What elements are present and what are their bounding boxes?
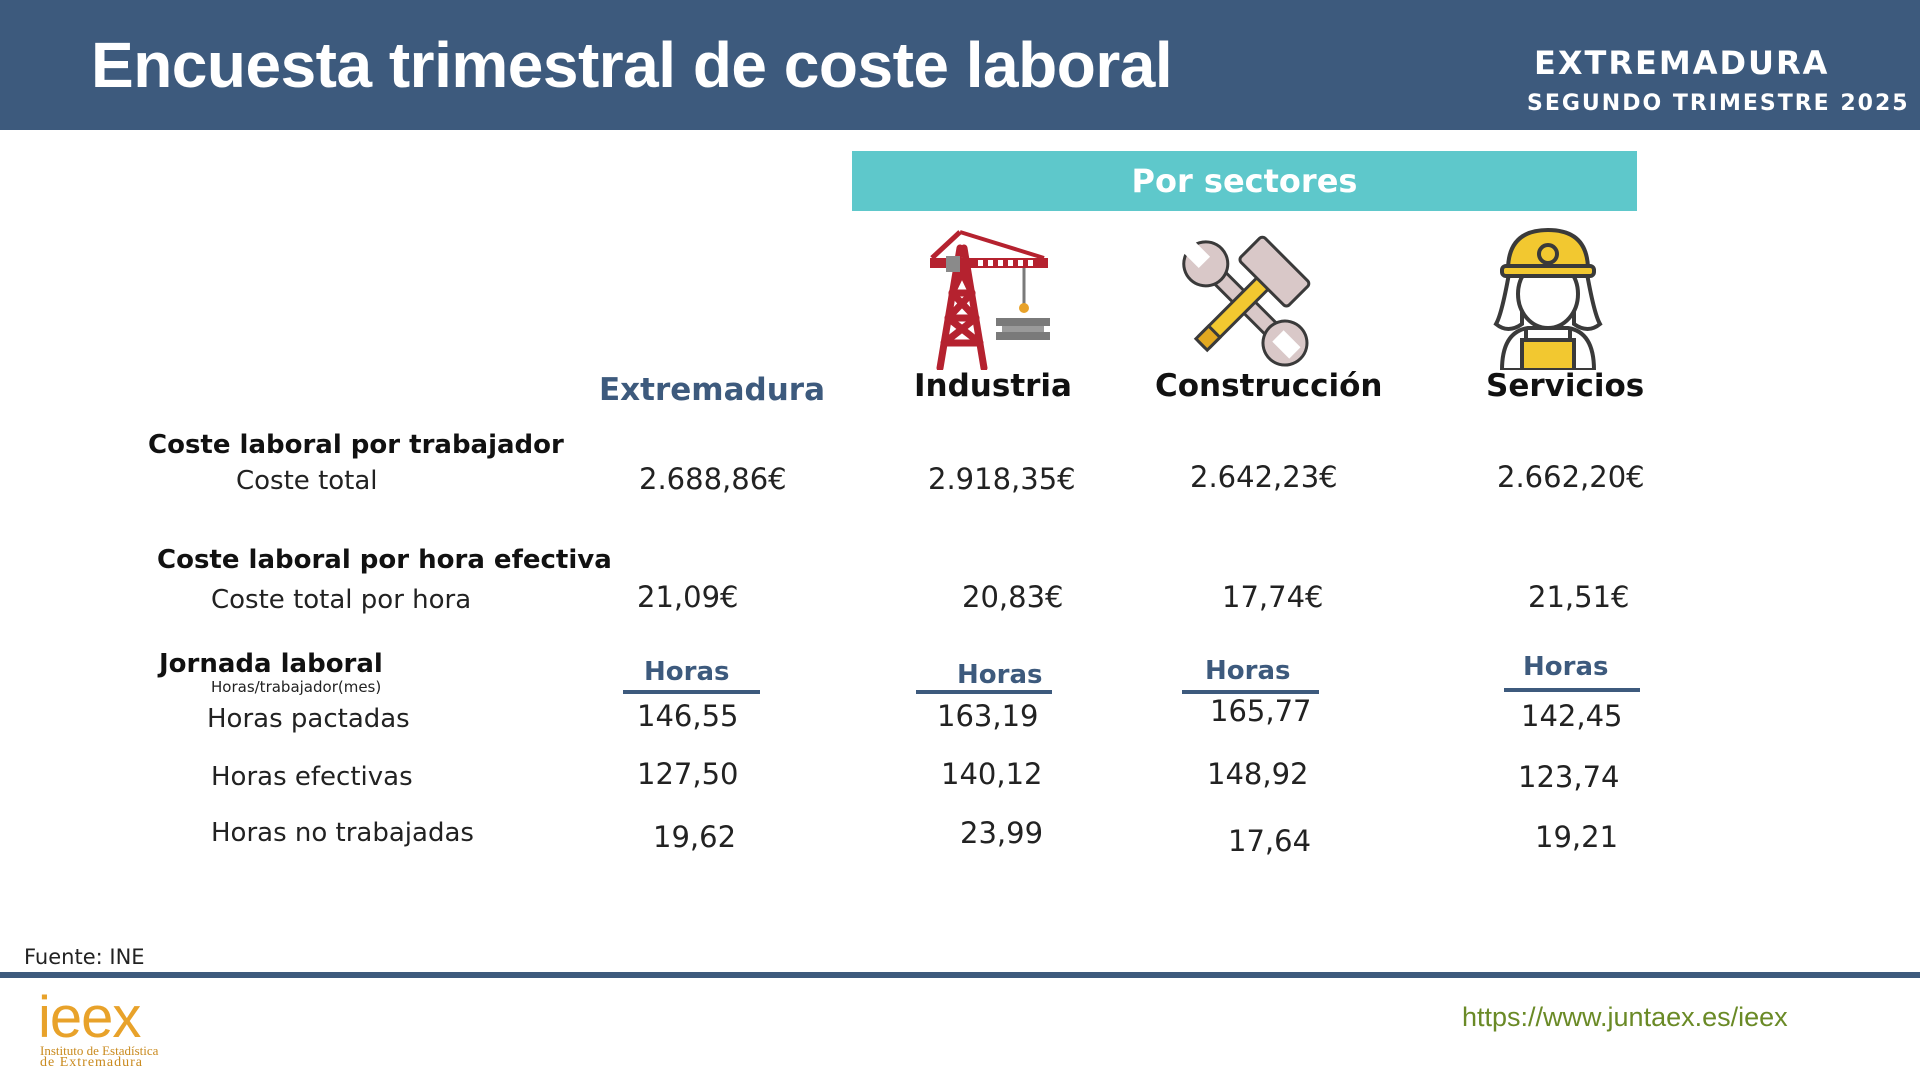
jornada-unit-note: Horas/trabajador(mes) <box>211 678 382 696</box>
value-coste-total-construccion: 2.642,23€ <box>1190 460 1338 494</box>
horas-underline-industria <box>916 690 1052 694</box>
section-title-jornada: Jornada laboral <box>159 649 383 679</box>
worker-helmet-icon <box>1493 227 1603 370</box>
section-title-coste-trabajador: Coste laboral por trabajador <box>148 430 564 460</box>
horas-underline-servicios <box>1504 688 1640 692</box>
crane-icon <box>930 230 1050 370</box>
horas-header-construccion: Horas <box>1205 656 1291 686</box>
value-efectivas-servicios: 123,74 <box>1518 760 1620 794</box>
horas-header-servicios: Horas <box>1523 652 1609 682</box>
value-no-trabajadas-servicios: 19,21 <box>1535 820 1619 854</box>
logo-subtitle-line2: de Extremadura <box>40 1055 144 1070</box>
value-pactadas-servicios: 142,45 <box>1521 699 1623 733</box>
value-pactadas-construccion: 165,77 <box>1210 694 1312 728</box>
horas-underline-extremadura <box>623 690 760 694</box>
value-no-trabajadas-industria: 23,99 <box>960 816 1044 850</box>
row-label-coste-total: Coste total <box>236 466 378 496</box>
website-link[interactable]: https://www.juntaex.es/ieex <box>1462 1002 1788 1032</box>
row-label-horas-efectivas: Horas efectivas <box>211 762 413 792</box>
horas-header-industria: Horas <box>957 660 1043 690</box>
value-efectivas-construccion: 148,92 <box>1207 757 1309 791</box>
logo-text: ieex <box>38 985 141 1050</box>
value-efectivas-extremadura: 127,50 <box>637 757 739 791</box>
column-header-servicios: Servicios <box>1486 368 1645 404</box>
value-no-trabajadas-construccion: 17,64 <box>1228 824 1312 858</box>
row-label-horas-no-trabajadas: Horas no trabajadas <box>211 818 474 848</box>
page-title: Encuesta trimestral de coste laboral <box>91 29 1173 101</box>
value-coste-total-industria: 2.918,35€ <box>928 462 1076 496</box>
horas-header-extremadura: Horas <box>644 657 730 687</box>
value-coste-hora-construccion: 17,74€ <box>1222 580 1324 614</box>
horas-underline-construccion <box>1182 690 1319 694</box>
row-label-horas-pactadas: Horas pactadas <box>207 704 410 734</box>
period-label: SEGUNDO TRIMESTRE 2025 <box>1527 91 1910 116</box>
value-pactadas-industria: 163,19 <box>937 699 1039 733</box>
logo-subtitle-line1: Instituto de Estadística <box>40 1043 159 1058</box>
ieex-logo: ieex <box>38 984 141 1051</box>
section-title-coste-hora: Coste laboral por hora efectiva <box>157 545 612 575</box>
hammer-wrench-icon <box>1181 235 1311 367</box>
value-coste-hora-extremadura: 21,09€ <box>637 580 739 614</box>
column-header-construccion: Construcción <box>1155 368 1383 404</box>
value-pactadas-extremadura: 146,55 <box>637 699 739 733</box>
row-label-coste-hora: Coste total por hora <box>211 585 472 615</box>
value-coste-total-servicios: 2.662,20€ <box>1497 460 1645 494</box>
source-note: Fuente: INE <box>24 945 145 969</box>
column-header-industria: Industria <box>914 368 1072 404</box>
sectors-banner: Por sectores <box>852 151 1637 211</box>
region-label: EXTREMADURA <box>1534 44 1830 82</box>
value-coste-hora-servicios: 21,51€ <box>1528 580 1630 614</box>
footer-divider <box>0 972 1920 978</box>
column-header-extremadura: Extremadura <box>599 372 825 408</box>
value-no-trabajadas-extremadura: 19,62 <box>653 820 737 854</box>
value-coste-total-extremadura: 2.688,86€ <box>639 462 787 496</box>
value-coste-hora-industria: 20,83€ <box>962 580 1064 614</box>
value-efectivas-industria: 140,12 <box>941 757 1043 791</box>
header-band <box>0 0 1920 130</box>
